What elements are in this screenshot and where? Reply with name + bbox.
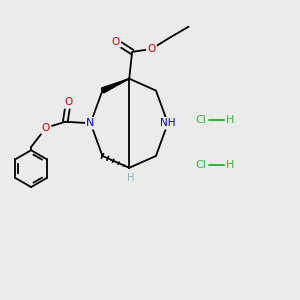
Text: O: O: [112, 37, 120, 46]
Text: H: H: [226, 115, 234, 125]
Text: O: O: [42, 123, 50, 133]
Text: H: H: [226, 160, 234, 170]
Text: O: O: [147, 44, 156, 54]
Text: Cl: Cl: [195, 160, 206, 170]
Text: H: H: [127, 173, 134, 183]
Polygon shape: [101, 79, 129, 93]
Text: O: O: [64, 98, 72, 107]
Text: N: N: [86, 118, 95, 128]
Text: Cl: Cl: [195, 115, 206, 125]
Text: NH: NH: [160, 118, 176, 128]
